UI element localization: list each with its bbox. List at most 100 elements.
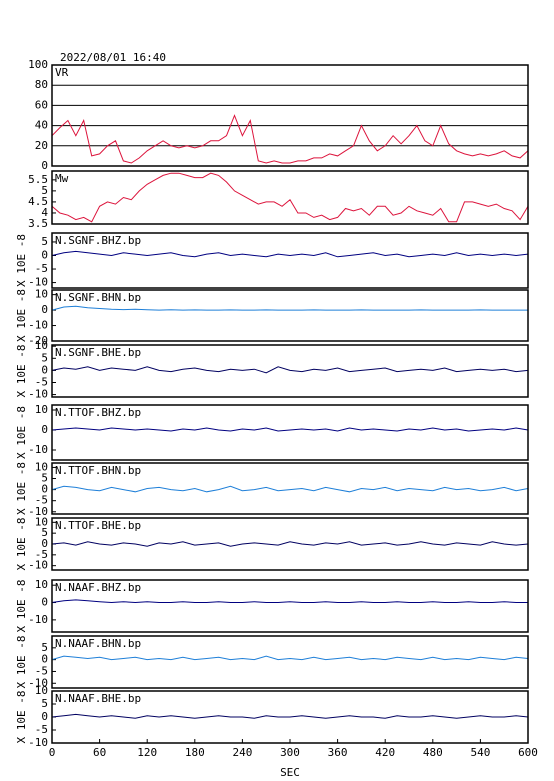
panel-frame <box>51 462 529 515</box>
y-tick-label: 0 <box>41 423 48 436</box>
panel-frame <box>51 579 529 633</box>
panel-label: N.TTOF.BHE.bp <box>55 519 141 532</box>
y-tick-label: -10 <box>28 276 48 289</box>
y-tick-label: 10 <box>35 288 48 301</box>
x-tick-label: 180 <box>185 746 205 759</box>
y-tick-label: 10 <box>35 684 48 697</box>
y-tick-label: -5 <box>35 723 48 736</box>
panel-frame <box>51 170 529 225</box>
x-tick-label: 600 <box>518 746 538 759</box>
y-tick-label: 5 <box>41 697 48 710</box>
y-tick-label: -5 <box>35 494 48 507</box>
figure-title: 2022/08/01 16:40 <box>60 51 166 64</box>
y-tick-label: -5 <box>35 664 48 677</box>
panel-label: N.SGNF.BHN.bp <box>55 291 141 304</box>
y-tick-label: -5 <box>35 262 48 275</box>
y-axis-label: X 10E -8 <box>15 462 28 515</box>
y-tick-label: 60 <box>35 98 48 111</box>
y-tick-label: 5 <box>41 351 48 364</box>
y-tick-label: 20 <box>35 139 48 152</box>
y-tick-label: 0 <box>41 303 48 316</box>
panel-label: N.TTOF.BHN.bp <box>55 464 141 477</box>
y-tick-label: -5 <box>35 375 48 388</box>
y-tick-label: 4 <box>41 206 48 219</box>
y-tick-label: 3.5 <box>28 217 48 230</box>
y-tick-label: 0 <box>41 653 48 666</box>
y-tick-label: 10 <box>35 460 48 473</box>
y-tick-label: 0 <box>41 596 48 609</box>
y-tick-label: 5 <box>41 472 48 485</box>
y-tick-label: -10 <box>28 676 48 689</box>
y-tick-label: 5 <box>41 184 48 197</box>
x-axis-label: SEC <box>280 766 300 779</box>
trace <box>51 250 529 258</box>
y-tick-label: 5 <box>41 526 48 539</box>
x-tick-label: 480 <box>423 746 443 759</box>
trace <box>51 427 529 432</box>
y-tick-label: 0 <box>41 363 48 376</box>
panel-frame <box>51 289 529 342</box>
y-tick-label: 40 <box>35 119 48 132</box>
trace <box>51 366 529 374</box>
y-tick-label: 80 <box>35 78 48 91</box>
y-tick-label: 0 <box>41 159 48 172</box>
x-tick-label: 120 <box>137 746 157 759</box>
panel-frame <box>51 404 529 461</box>
y-tick-label: -20 <box>28 334 48 347</box>
y-axis-label: X 10E -8 <box>15 691 28 744</box>
y-tick-label: 4.5 <box>28 195 48 208</box>
panel-label: VR <box>55 66 69 79</box>
y-tick-label: -10 <box>28 559 48 572</box>
panel-frame <box>51 64 529 167</box>
x-tick-label: 60 <box>93 746 106 759</box>
panel-label: N.TTOF.BHZ.bp <box>55 406 141 419</box>
panel-label: N.SGNF.BHZ.bp <box>55 234 141 247</box>
y-tick-label: -10 <box>28 613 48 626</box>
trace <box>51 541 529 547</box>
panel-label: Mw <box>55 172 69 185</box>
panel-label: N.NAAF.BHE.bp <box>55 692 141 705</box>
trace <box>51 172 529 223</box>
trace <box>51 713 529 719</box>
panel-frame <box>51 232 529 289</box>
y-tick-label: -10 <box>28 388 48 401</box>
x-tick-label: 540 <box>470 746 490 759</box>
panel-label: N.NAAF.BHZ.bp <box>55 581 141 594</box>
panel-label: N.SGNF.BHE.bp <box>55 346 141 359</box>
y-tick-label: 0 <box>41 537 48 550</box>
y-tick-label: 0 <box>41 248 48 261</box>
x-tick-label: 0 <box>49 746 56 759</box>
y-axis-label: X 10E -8 <box>15 345 28 398</box>
trace <box>51 114 529 164</box>
y-axis-label: X 10E -8 <box>15 406 28 459</box>
panel-frame <box>51 344 529 398</box>
y-tick-label: 10 <box>35 578 48 591</box>
panel-frame <box>51 635 529 689</box>
y-tick-label: 10 <box>35 339 48 352</box>
y-tick-label: 10 <box>35 515 48 528</box>
y-tick-label: 10 <box>35 403 48 416</box>
x-tick-label: 420 <box>375 746 395 759</box>
panel-label: N.NAAF.BHN.bp <box>55 637 141 650</box>
y-tick-label: 5 <box>41 235 48 248</box>
y-axis-label: X 10E -8 <box>15 636 28 689</box>
x-tick-label: 300 <box>280 746 300 759</box>
y-axis-label: X 10E -8 <box>15 580 28 633</box>
y-tick-label: -5 <box>35 548 48 561</box>
y-tick-label: 100 <box>28 58 48 71</box>
y-tick-label: -10 <box>28 505 48 518</box>
y-tick-label: -10 <box>28 443 48 456</box>
y-tick-label: -10 <box>28 736 48 749</box>
panel-frame <box>51 517 529 571</box>
y-axis-label: X 10E -8 <box>15 234 28 287</box>
x-tick-label: 360 <box>328 746 348 759</box>
y-tick-label: 5.5 <box>28 173 48 186</box>
trace <box>51 599 528 604</box>
y-axis-label: X 10E -8 <box>15 289 28 342</box>
y-tick-label: 5 <box>41 641 48 654</box>
y-tick-label: 0 <box>41 483 48 496</box>
trace <box>51 485 529 493</box>
y-axis-label: X 10E -8 <box>15 518 28 571</box>
y-tick-label: -10 <box>28 319 48 332</box>
